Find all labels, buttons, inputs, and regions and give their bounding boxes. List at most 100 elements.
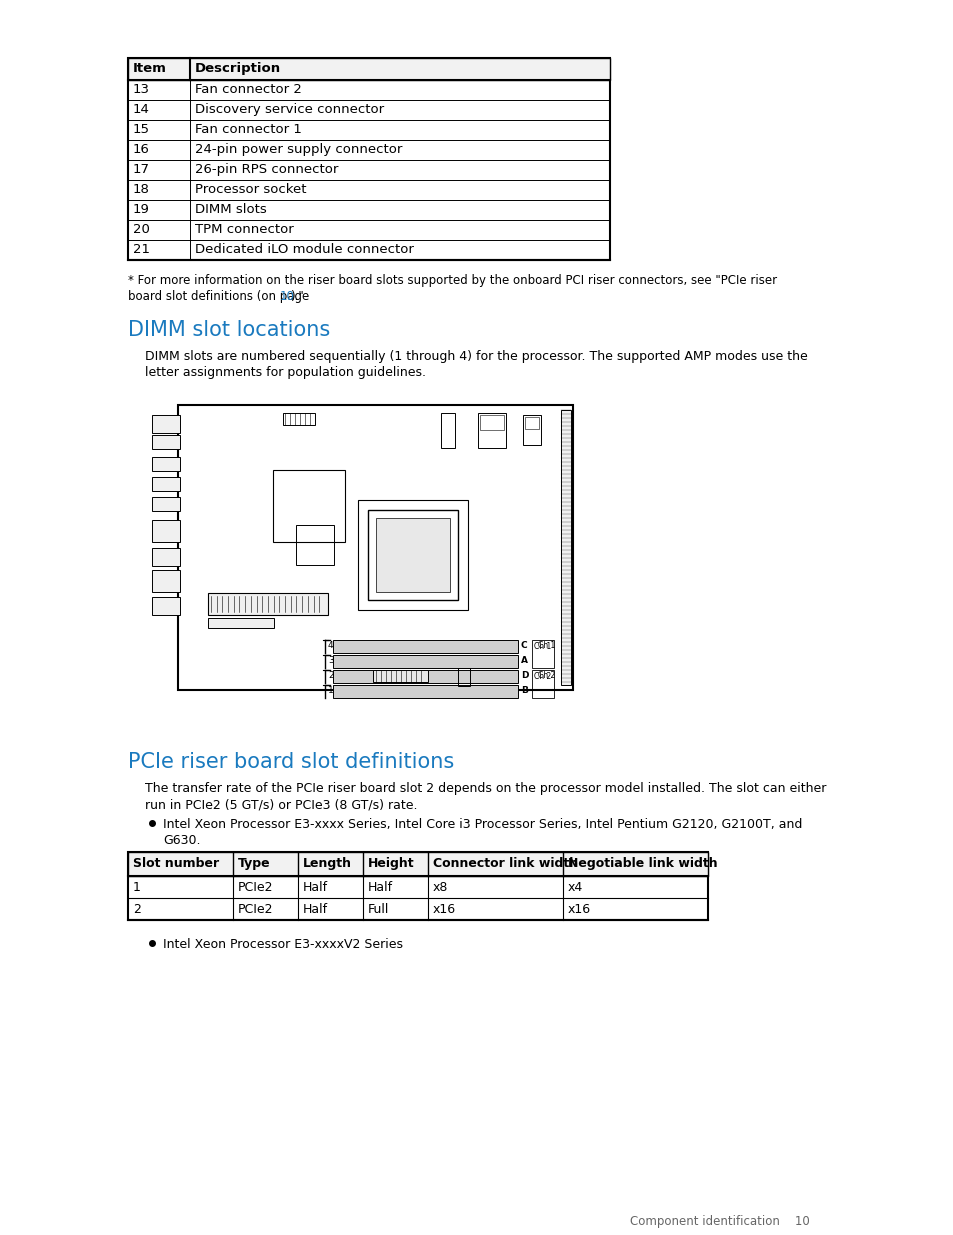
Bar xyxy=(457,668,470,685)
Bar xyxy=(178,405,573,690)
Text: Item: Item xyxy=(132,62,167,75)
Bar xyxy=(128,58,609,80)
Text: Ch 1: Ch 1 xyxy=(537,641,555,650)
Text: run in PCIe2 (5 GT/s) or PCIe3 (8 GT/s) rate.: run in PCIe2 (5 GT/s) or PCIe3 (8 GT/s) … xyxy=(145,798,417,811)
Bar xyxy=(333,655,517,668)
Circle shape xyxy=(450,513,456,517)
Bar xyxy=(152,477,180,492)
Bar xyxy=(532,671,554,698)
Text: Ch 2: Ch 2 xyxy=(534,672,551,680)
Circle shape xyxy=(233,542,239,548)
Bar xyxy=(333,685,517,698)
Text: Description: Description xyxy=(194,62,281,75)
Bar xyxy=(283,412,314,425)
Bar xyxy=(152,597,180,615)
Text: 15: 15 xyxy=(132,124,150,136)
Text: B: B xyxy=(520,685,527,695)
Bar xyxy=(373,671,428,682)
Text: 3: 3 xyxy=(328,656,334,664)
Text: G630.: G630. xyxy=(163,834,200,847)
Text: Ch 2: Ch 2 xyxy=(537,671,555,680)
Text: 24-pin power supply connector: 24-pin power supply connector xyxy=(194,143,402,156)
Circle shape xyxy=(364,412,372,421)
Text: Component identification    10: Component identification 10 xyxy=(629,1215,809,1228)
Bar xyxy=(333,640,517,653)
Text: 10: 10 xyxy=(280,290,294,303)
Text: 1: 1 xyxy=(132,881,141,894)
Text: 13: 13 xyxy=(132,83,150,96)
Bar xyxy=(152,457,180,471)
Text: 2: 2 xyxy=(328,671,334,680)
Text: 17: 17 xyxy=(132,163,150,177)
Text: Length: Length xyxy=(303,857,352,869)
Circle shape xyxy=(370,592,375,598)
Text: Discovery service connector: Discovery service connector xyxy=(194,103,384,116)
Text: 4: 4 xyxy=(328,641,334,650)
Text: Dedicated iLO module connector: Dedicated iLO module connector xyxy=(194,243,414,256)
Circle shape xyxy=(230,538,242,551)
Bar xyxy=(357,500,468,610)
Text: 26-pin RPS connector: 26-pin RPS connector xyxy=(194,163,338,177)
Circle shape xyxy=(193,416,202,424)
Circle shape xyxy=(513,457,518,462)
Text: TPM connector: TPM connector xyxy=(194,224,294,236)
Bar xyxy=(273,471,345,542)
Text: DIMM slots: DIMM slots xyxy=(194,203,267,216)
Bar xyxy=(128,58,609,261)
Bar xyxy=(560,410,571,685)
Circle shape xyxy=(548,416,557,424)
Text: 16: 16 xyxy=(132,143,150,156)
Text: x8: x8 xyxy=(433,881,448,894)
Bar xyxy=(522,415,540,445)
Bar xyxy=(333,671,517,683)
Text: Fan connector 1: Fan connector 1 xyxy=(194,124,301,136)
Circle shape xyxy=(374,511,381,519)
Bar xyxy=(477,412,505,448)
Text: 14: 14 xyxy=(132,103,150,116)
Circle shape xyxy=(438,621,447,629)
Text: PCIe2: PCIe2 xyxy=(237,903,274,916)
Bar xyxy=(208,593,328,615)
Text: Half: Half xyxy=(368,881,393,894)
Circle shape xyxy=(389,619,396,627)
Text: x16: x16 xyxy=(567,903,591,916)
Text: C: C xyxy=(520,641,527,650)
Text: Type: Type xyxy=(237,857,271,869)
Circle shape xyxy=(191,671,201,680)
Text: Negotiable link width: Negotiable link width xyxy=(567,857,717,869)
Bar xyxy=(532,640,554,668)
Bar xyxy=(368,510,457,600)
Text: 20: 20 xyxy=(132,224,150,236)
Text: 18: 18 xyxy=(132,183,150,196)
Circle shape xyxy=(547,671,558,680)
Text: Full: Full xyxy=(368,903,389,916)
Circle shape xyxy=(349,621,356,629)
Text: D: D xyxy=(520,671,528,680)
Text: x4: x4 xyxy=(567,881,582,894)
Text: Connector link width: Connector link width xyxy=(433,857,578,869)
Bar xyxy=(152,435,180,450)
Text: Slot number: Slot number xyxy=(132,857,219,869)
Circle shape xyxy=(505,457,510,462)
Text: PCIe2: PCIe2 xyxy=(237,881,274,894)
Bar xyxy=(152,548,180,566)
Bar xyxy=(152,496,180,511)
Circle shape xyxy=(438,511,447,519)
Bar xyxy=(375,517,450,592)
Bar xyxy=(152,415,180,433)
Text: A: A xyxy=(520,656,527,664)
Bar xyxy=(208,618,274,629)
Circle shape xyxy=(507,534,547,573)
Circle shape xyxy=(235,415,240,419)
Text: DIMM slots are numbered sequentially (1 through 4) for the processor. The suppor: DIMM slots are numbered sequentially (1 … xyxy=(145,350,807,363)
Circle shape xyxy=(369,626,376,634)
Text: Ch 1: Ch 1 xyxy=(534,642,551,651)
Text: PCIe riser board slot definitions: PCIe riser board slot definitions xyxy=(128,752,454,772)
Text: The transfer rate of the PCIe riser board slot 2 depends on the processor model : The transfer rate of the PCIe riser boar… xyxy=(145,782,825,795)
Text: Intel Xeon Processor E3-xxxxV2 Series: Intel Xeon Processor E3-xxxxV2 Series xyxy=(163,939,402,951)
Text: letter assignments for population guidelines.: letter assignments for population guidel… xyxy=(145,366,426,379)
Text: DIMM slot locations: DIMM slot locations xyxy=(128,320,330,340)
Circle shape xyxy=(450,592,456,598)
Text: 2: 2 xyxy=(132,903,141,916)
Bar xyxy=(128,852,707,920)
